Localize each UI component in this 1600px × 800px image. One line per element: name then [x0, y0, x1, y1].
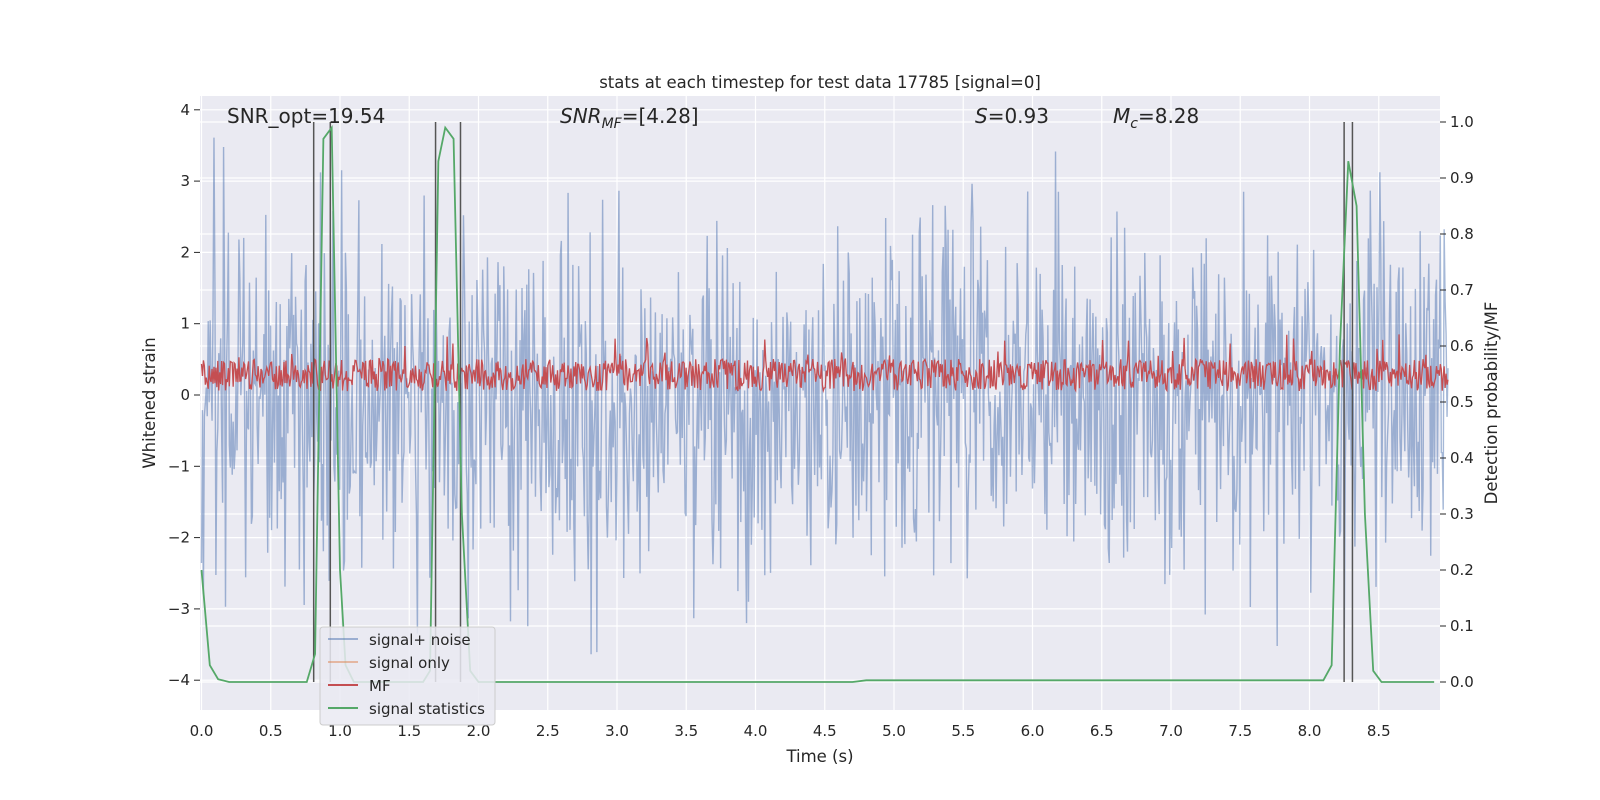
- y2-tick-label: 0.4: [1450, 449, 1474, 467]
- y2-tick-label: 0.8: [1450, 225, 1474, 243]
- y-tick-label: −3: [168, 600, 190, 618]
- x-tick-label: 2.5: [536, 722, 560, 740]
- signal-noise-line: [200, 137, 1449, 655]
- plot-area: [200, 96, 1440, 710]
- x-tick-label: 7.0: [1159, 722, 1183, 740]
- x-tick-label: 6.0: [1021, 722, 1045, 740]
- x-tick-label: 2.0: [467, 722, 491, 740]
- y-tick-label: −2: [168, 529, 190, 547]
- s-symbol: S: [975, 104, 988, 128]
- series-signal-statistics: [200, 124, 1435, 683]
- annotation-snr-opt: SNR_opt=19.54: [227, 104, 385, 128]
- x-tick-labels: 0.0 0.5 1.0 1.5 2.0 2.5 3.0 3.5 4.0 4.5 5.0 5.5 6.0 6…: [190, 722, 1391, 740]
- s-value: =0.93: [988, 104, 1049, 128]
- y2-tick-label: 1.0: [1450, 113, 1474, 131]
- y2-tick-label: 0.7: [1450, 281, 1474, 299]
- y-tick-label: −4: [168, 671, 190, 689]
- y-tick-label: 1: [180, 315, 190, 333]
- series-signal-noise: [200, 137, 1449, 655]
- snr-mf-value: =[4.28]: [622, 104, 699, 128]
- legend-box: [319, 626, 496, 726]
- mc-value: =8.28: [1138, 104, 1199, 128]
- y2-tick-label: 0.0: [1450, 673, 1474, 691]
- x-tick-label: 0.0: [190, 722, 214, 740]
- y2-tick-labels: 0.0 0.1 0.2 0.3 0.4 0.5 0.6 0.7 0.8 0.9 1.0: [1440, 113, 1474, 691]
- y2-tick-label: 0.1: [1450, 617, 1474, 635]
- x-tick-label: 8.0: [1298, 722, 1322, 740]
- x-tick-label: 4.0: [744, 722, 768, 740]
- x-tick-label: 7.5: [1228, 722, 1252, 740]
- y-tick-label: 2: [180, 243, 190, 261]
- y2-tick-label: 0.2: [1450, 561, 1474, 579]
- x-tick-label: 1.5: [397, 722, 421, 740]
- annotation-snr-mf: SNRMF=[4.28]: [560, 104, 699, 132]
- x-axis-label: Time (s): [785, 747, 853, 766]
- x-tick-label: 0.5: [259, 722, 283, 740]
- mc-symbol: M: [1113, 104, 1130, 128]
- chart-title: stats at each timestep for test data 177…: [599, 73, 1041, 92]
- x-tick-label: 5.0: [882, 722, 906, 740]
- annotation-mc: Mc=8.28: [1113, 104, 1199, 132]
- y-tick-labels: −4 −3 −2 −1 0 1 2 3 4: [168, 101, 200, 689]
- x-tick-label: 8.5: [1367, 722, 1391, 740]
- snr-mf-symbol: SNR: [560, 104, 602, 128]
- legend-label-signal-statistics: signal statistics: [369, 700, 485, 718]
- legend-label-mf: MF: [369, 677, 391, 695]
- y-tick-label: 3: [180, 172, 190, 190]
- x-tick-label: 3.0: [605, 722, 629, 740]
- x-tick-label: 1.0: [328, 722, 352, 740]
- mf-line: [200, 334, 1449, 394]
- y2-tick-label: 0.6: [1450, 337, 1474, 355]
- legend-label-signal-noise: signal+ noise: [369, 631, 471, 649]
- series-mf: [200, 334, 1449, 394]
- y-tick-label: 4: [180, 101, 190, 119]
- legend-label-signal-only: signal only: [369, 654, 450, 672]
- y2-axis-label: Detection probability/MF: [1482, 302, 1501, 505]
- y-tick-label: 0: [180, 386, 190, 404]
- vertical-markers: [312, 122, 1354, 682]
- x-tick-label: 6.5: [1090, 722, 1114, 740]
- y2-tick-label: 0.9: [1450, 169, 1474, 187]
- mc-subscript: c: [1130, 116, 1138, 132]
- x-tick-label: 5.5: [951, 722, 975, 740]
- legend: signal+ noise signal only MF signal stat…: [319, 626, 496, 726]
- y2-tick-label: 0.3: [1450, 505, 1474, 523]
- y2-tick-label: 0.5: [1450, 393, 1474, 411]
- y-tick-label: −1: [168, 457, 190, 475]
- y-axis-label: Whitened strain: [140, 337, 159, 468]
- x-tick-label: 4.5: [813, 722, 837, 740]
- x-tick-label: 3.5: [674, 722, 698, 740]
- annotation-s: S=0.93: [975, 104, 1049, 128]
- snr-mf-subscript: MF: [602, 116, 623, 132]
- signal-statistics-line: [200, 124, 1435, 683]
